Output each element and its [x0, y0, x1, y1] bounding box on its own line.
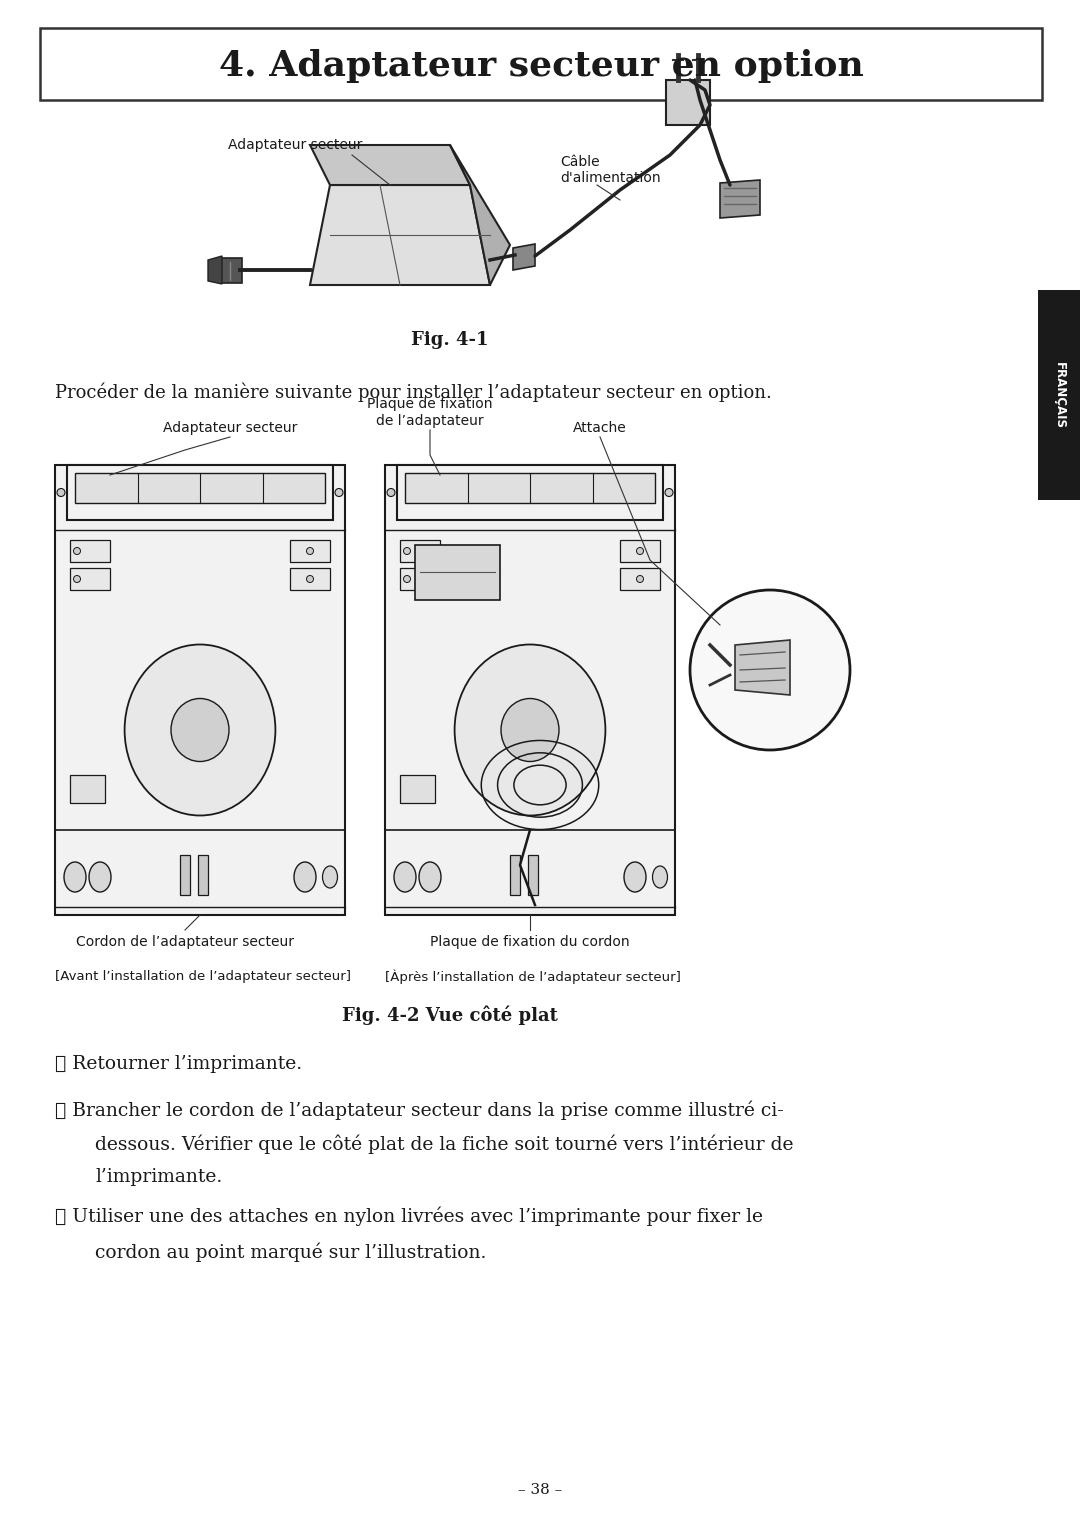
Text: Adaptateur secteur: Adaptateur secteur	[163, 420, 297, 434]
Bar	[180, 855, 190, 894]
Ellipse shape	[323, 865, 337, 888]
Bar	[397, 465, 663, 520]
Text: [Avant l’installation de l’adaptateur secteur]: [Avant l’installation de l’adaptateur se…	[55, 969, 351, 983]
Bar	[70, 567, 110, 590]
Bar	[510, 855, 519, 894]
Bar	[384, 465, 675, 914]
Ellipse shape	[335, 488, 343, 497]
Ellipse shape	[387, 488, 395, 497]
Bar	[400, 540, 440, 563]
Bar	[1038, 291, 1080, 500]
Ellipse shape	[636, 547, 644, 555]
Text: cordon au point marqué sur l’illustration.: cordon au point marqué sur l’illustratio…	[95, 1242, 486, 1261]
Ellipse shape	[124, 645, 275, 815]
Ellipse shape	[64, 862, 86, 891]
Bar	[620, 540, 660, 563]
Ellipse shape	[690, 590, 850, 751]
Bar	[528, 855, 538, 894]
Bar	[291, 567, 330, 590]
Bar	[70, 540, 110, 563]
Polygon shape	[720, 180, 760, 219]
Text: FRANÇAIS: FRANÇAIS	[1053, 361, 1066, 428]
Ellipse shape	[294, 862, 316, 891]
Text: Plaque de fixation
de l’adaptateur: Plaque de fixation de l’adaptateur	[367, 396, 492, 428]
Text: l’imprimante.: l’imprimante.	[95, 1168, 222, 1187]
Bar	[55, 465, 345, 914]
Ellipse shape	[652, 865, 667, 888]
Ellipse shape	[73, 547, 81, 555]
Polygon shape	[310, 145, 470, 185]
Polygon shape	[513, 245, 535, 271]
Ellipse shape	[665, 488, 673, 497]
Ellipse shape	[73, 575, 81, 583]
Bar	[198, 855, 208, 894]
Ellipse shape	[455, 645, 606, 815]
Text: Attache: Attache	[573, 420, 626, 434]
Text: Câble
d'alimentation: Câble d'alimentation	[561, 154, 661, 185]
Text: ③ Utiliser une des attaches en nylon livrées avec l’imprimante pour fixer le: ③ Utiliser une des attaches en nylon liv…	[55, 1206, 762, 1226]
Bar	[400, 567, 440, 590]
Ellipse shape	[404, 547, 410, 555]
Ellipse shape	[501, 699, 559, 761]
Text: ② Brancher le cordon de l’adaptateur secteur dans la prise comme illustré ci-: ② Brancher le cordon de l’adaptateur sec…	[55, 1099, 784, 1119]
Polygon shape	[450, 145, 510, 284]
Text: 4. Adaptateur secteur en option: 4. Adaptateur secteur en option	[218, 49, 863, 83]
Bar	[70, 775, 105, 803]
Polygon shape	[220, 258, 242, 283]
Polygon shape	[735, 641, 789, 696]
Text: Plaque de fixation du cordon: Plaque de fixation du cordon	[430, 936, 630, 950]
Ellipse shape	[636, 575, 644, 583]
Ellipse shape	[307, 575, 313, 583]
Ellipse shape	[57, 488, 65, 497]
Polygon shape	[666, 80, 710, 125]
Text: Procéder de la manière suivante pour installer l’adaptateur secteur en option.: Procéder de la manière suivante pour ins…	[55, 382, 772, 402]
Text: ① Retourner l’imprimante.: ① Retourner l’imprimante.	[55, 1055, 302, 1073]
Ellipse shape	[404, 575, 410, 583]
Polygon shape	[310, 185, 490, 284]
Polygon shape	[208, 255, 222, 284]
Ellipse shape	[89, 862, 111, 891]
Text: dessous. Vérifier que le côté plat de la fiche soit tourné vers l’intérieur de: dessous. Vérifier que le côté plat de la…	[95, 1135, 794, 1154]
Ellipse shape	[394, 862, 416, 891]
Bar	[40, 28, 1042, 99]
Bar	[405, 472, 654, 503]
Text: [Àprès l’installation de l’adaptateur secteur]: [Àprès l’installation de l’adaptateur se…	[384, 969, 680, 985]
Bar	[620, 567, 660, 590]
Ellipse shape	[307, 547, 313, 555]
Text: Fig. 4-2 Vue côté plat: Fig. 4-2 Vue côté plat	[342, 1005, 558, 1024]
Bar	[400, 775, 435, 803]
Bar	[291, 540, 330, 563]
Ellipse shape	[419, 862, 441, 891]
Text: Fig. 4-1: Fig. 4-1	[411, 330, 489, 349]
Ellipse shape	[624, 862, 646, 891]
Bar	[75, 472, 325, 503]
Text: Cordon de l’adaptateur secteur: Cordon de l’adaptateur secteur	[76, 936, 294, 950]
Text: – 38 –: – 38 –	[518, 1483, 562, 1497]
Ellipse shape	[171, 699, 229, 761]
Bar	[415, 544, 500, 599]
Text: Adaptateur secteur: Adaptateur secteur	[228, 138, 362, 151]
Bar	[67, 465, 333, 520]
